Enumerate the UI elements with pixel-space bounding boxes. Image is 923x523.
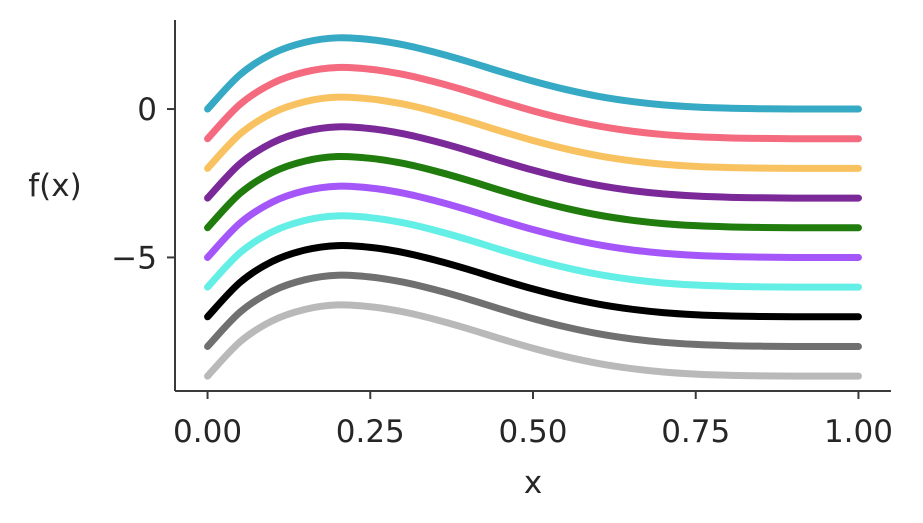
x-axis-label: x [524, 465, 542, 501]
series-line-8 [204, 241, 862, 321]
series-layer [204, 34, 862, 380]
x-tick-label: 0.50 [498, 414, 567, 450]
y-tick-label: 0 [137, 92, 157, 128]
x-tick-label: 0.75 [661, 414, 730, 450]
x-tick-label: 0.00 [173, 414, 242, 450]
series-line-10 [204, 301, 862, 380]
series-line-7 [204, 212, 862, 291]
y-axis-label: f(x) [28, 168, 81, 204]
series-line-5 [204, 152, 862, 232]
y-tick-label: −5 [111, 240, 157, 276]
x-tick-label: 1.00 [824, 414, 893, 450]
series-line-6 [204, 182, 862, 261]
y-ticks: 0 −5 [111, 92, 175, 276]
series-line-4 [204, 123, 862, 202]
x-ticks: 0.00 0.25 0.50 0.75 1.00 [173, 391, 893, 450]
series-line-3 [204, 93, 862, 172]
series-line-9 [204, 271, 862, 351]
series-line-2 [204, 63, 862, 143]
x-tick-label: 0.25 [336, 414, 405, 450]
series-line-1 [204, 34, 862, 113]
